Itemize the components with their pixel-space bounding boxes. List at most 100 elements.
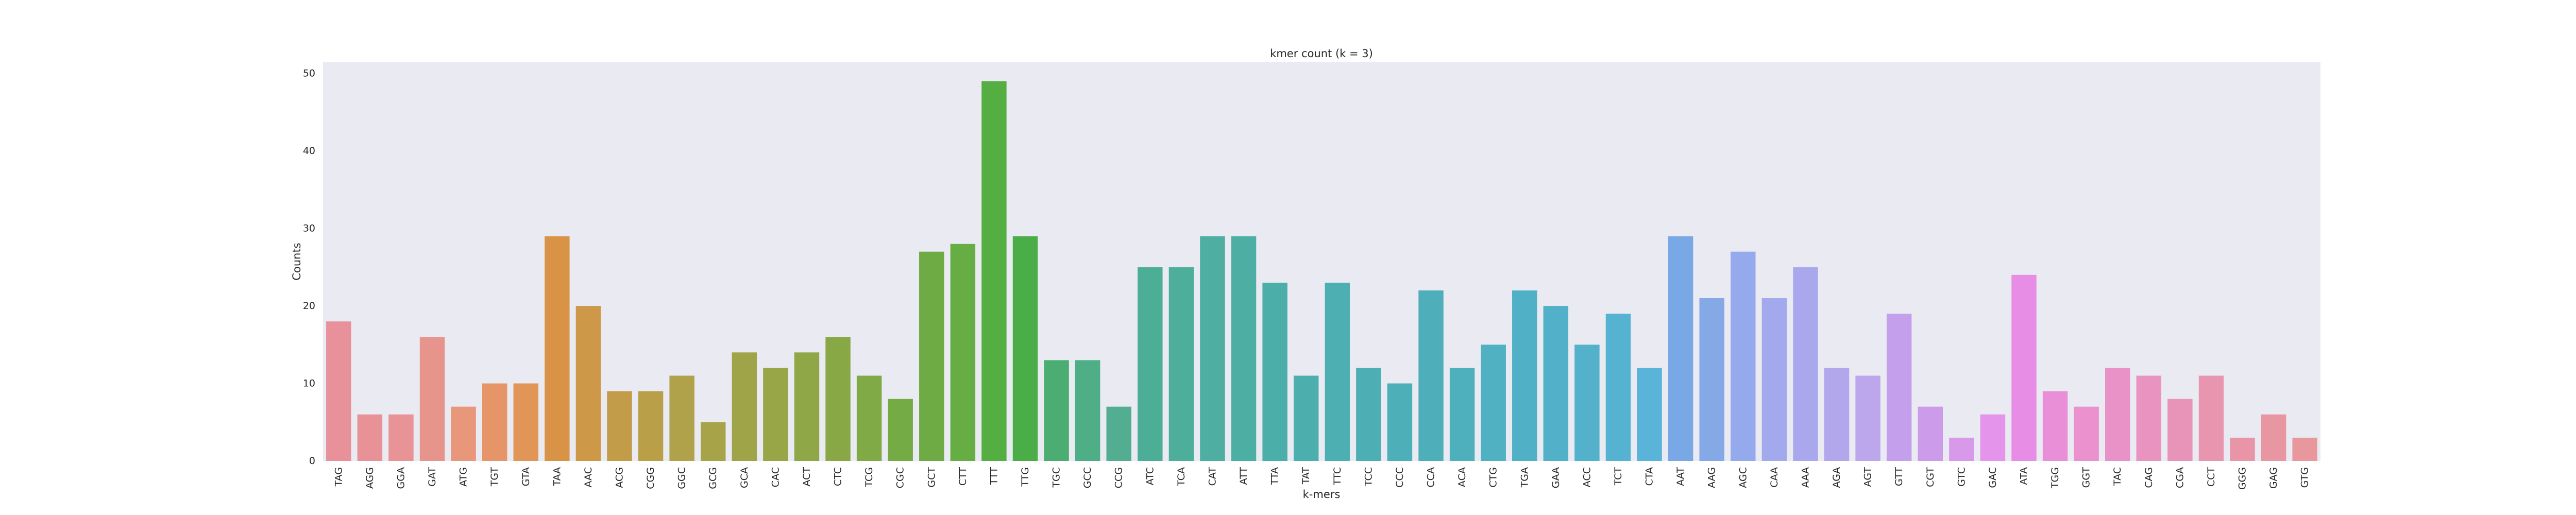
bar-aat [1668, 236, 1693, 461]
bar-cct [2198, 375, 2224, 461]
x-tick-label: GAC [1987, 467, 1998, 488]
bar-ccc [1387, 383, 1413, 461]
x-tick-label: CCA [1426, 467, 1437, 488]
x-tick-label: CTC [833, 467, 844, 486]
y-tick-label: 0 [309, 455, 315, 467]
bar-ttg [1012, 236, 1038, 461]
bar-cga [2167, 399, 2193, 461]
x-tick-label: GCG [707, 467, 719, 489]
x-tick-label: CGA [2174, 467, 2185, 488]
bar-caa [1761, 298, 1787, 461]
bar-ctc [825, 337, 851, 461]
bar-gta [513, 383, 538, 461]
x-tick-label: ATG [458, 467, 469, 487]
bar-ttt [981, 81, 1007, 461]
x-tick-label: CAG [2143, 467, 2155, 488]
x-tick-label: CGT [1925, 467, 1936, 487]
x-tick-label: CTA [1644, 467, 1655, 486]
bar-gtc [1949, 437, 1974, 461]
x-tick-label: GCC [1082, 467, 1093, 488]
x-tick-label: ACT [801, 467, 812, 487]
x-tick-label: CAC [770, 467, 781, 487]
bar-acg [607, 391, 632, 461]
x-tick-label: GCA [739, 467, 750, 488]
x-tick-label: CAA [1769, 467, 1780, 488]
bar-gag [2261, 414, 2286, 461]
bar-tgc [1044, 360, 1069, 461]
bar-ccg [1106, 406, 1131, 461]
bar-ggg [2230, 437, 2255, 461]
x-tick-label: CGG [645, 467, 656, 489]
bar-atg [451, 406, 476, 461]
bar-gac [1980, 414, 2006, 461]
bar-aac [575, 306, 601, 461]
x-tick-label: TCC [1363, 467, 1374, 487]
bar-gat [419, 337, 445, 461]
bar-aga [1824, 368, 1850, 461]
bar-act [794, 352, 820, 461]
x-tick-label: CCC [1394, 467, 1405, 488]
bar-gga [388, 414, 414, 461]
bar-cta [1637, 368, 1662, 461]
bar-cag [2136, 375, 2162, 461]
x-tick-label: GAT [427, 467, 438, 487]
bar-gtt [1886, 314, 1912, 461]
bar-aaa [1793, 267, 1818, 461]
bar-gcc [1075, 360, 1100, 461]
bar-tta [1262, 282, 1287, 461]
x-tick-label: TTG [1020, 467, 1031, 487]
x-tick-label: TCA [1176, 467, 1187, 487]
bar-aca [1449, 368, 1475, 461]
bar-cca [1418, 290, 1444, 461]
bar-cgt [1918, 406, 1943, 461]
x-tick-label: GGT [2081, 467, 2092, 488]
bar-agc [1731, 251, 1756, 461]
x-tick-label: GGA [395, 467, 406, 489]
bar-gcg [701, 422, 726, 461]
x-tick-label: AGC [1737, 467, 1749, 488]
x-tick-label: TAT [1300, 467, 1312, 485]
x-tick-label: CTT [957, 467, 969, 486]
x-tick-label: TGT [489, 467, 500, 487]
bar-tag [326, 321, 351, 461]
bar-ctg [1481, 345, 1506, 461]
x-tick-label: TGA [1519, 467, 1530, 488]
bar-agg [357, 414, 383, 461]
bar-tat [1293, 375, 1319, 461]
x-tick-label: AAA [1800, 467, 1811, 488]
bar-gtg [2292, 437, 2317, 461]
bar-ggt [2074, 406, 2099, 461]
bar-att [1231, 236, 1257, 461]
x-tick-label: TAA [551, 467, 563, 487]
x-tick-label: TGG [2049, 467, 2061, 489]
x-tick-label: TAC [2112, 467, 2123, 486]
bar-ggc [669, 375, 694, 461]
x-tick-label: CAT [1207, 467, 1218, 486]
bar-atc [1138, 267, 1163, 461]
bar-tga [1512, 290, 1537, 461]
y-axis-ticks: 0 10 20 30 40 50 [303, 68, 315, 467]
bar-cat [1200, 236, 1225, 461]
bar-acc [1574, 345, 1600, 461]
x-tick-label: CGC [895, 467, 906, 488]
x-tick-label: GTA [520, 467, 532, 486]
x-tick-label: TGC [1051, 467, 1062, 488]
bar-ctt [950, 244, 976, 461]
bar-cgg [638, 391, 664, 461]
x-tick-label: AAG [1706, 467, 1718, 488]
x-tick-label: TTT [988, 467, 999, 486]
x-axis-label: k-mers [1303, 488, 1341, 501]
x-tick-label: AAT [1675, 467, 1686, 486]
bar-gca [732, 352, 757, 461]
bar-tgg [2042, 391, 2068, 461]
x-tick-label: ACG [614, 467, 625, 488]
bar-cac [763, 368, 788, 461]
x-tick-label: ATT [1238, 467, 1249, 485]
x-tick-label: CCG [1113, 467, 1125, 488]
y-tick-label: 10 [303, 378, 315, 389]
x-tick-label: AGA [1831, 467, 1842, 488]
x-tick-label: CTG [1488, 467, 1499, 488]
bar-gct [919, 251, 944, 461]
x-tick-label: GCT [926, 467, 937, 488]
